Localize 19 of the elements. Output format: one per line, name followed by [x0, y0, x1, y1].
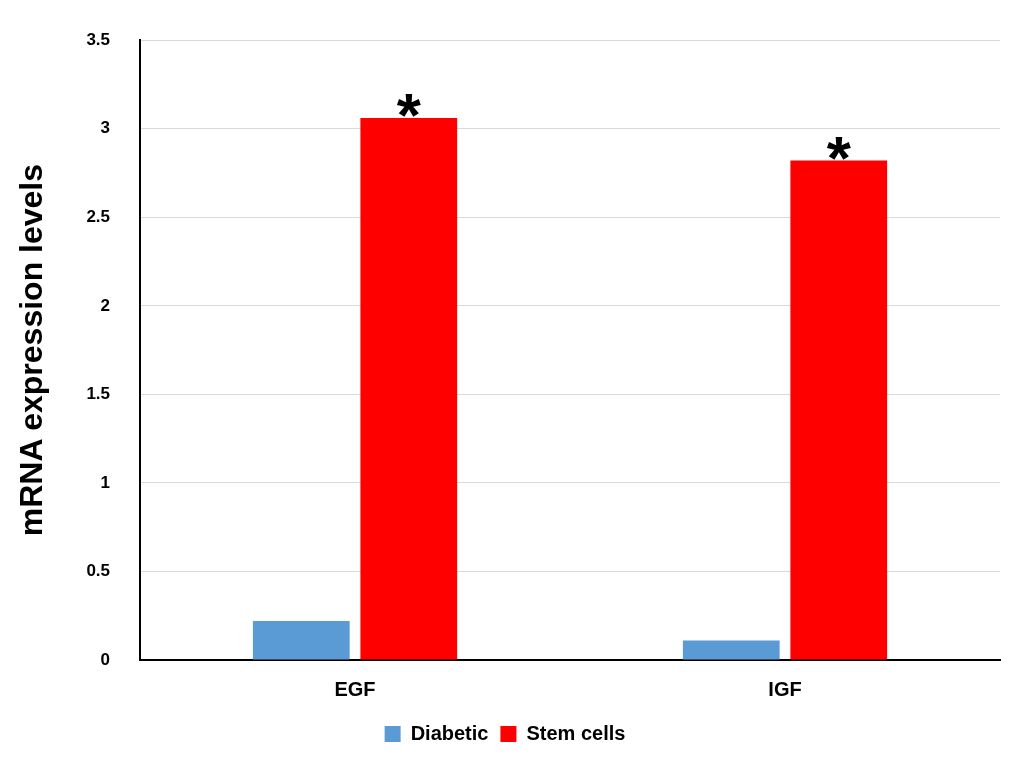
annotation: * [826, 122, 852, 192]
legend-label: Stem cells [526, 721, 626, 744]
y-tick-label: 0 [100, 649, 111, 669]
annotation: * [396, 80, 422, 150]
bar [790, 160, 888, 660]
bar [682, 640, 780, 660]
y-tick-label: 3.5 [86, 29, 111, 49]
y-tick-label: 1.5 [86, 384, 111, 404]
y-tick-label: 3 [100, 118, 111, 138]
bar [360, 118, 458, 660]
y-tick-label: 1 [100, 472, 111, 492]
bar [252, 621, 350, 660]
x-tick-label: IGF [768, 677, 802, 700]
x-tick-label: EGF [334, 677, 376, 700]
legend-label: Diabetic [410, 721, 489, 744]
y-axis-title: mRNA expression levels [13, 163, 50, 537]
y-tick-label: 2 [100, 295, 111, 315]
y-tick-label: 0.5 [86, 561, 111, 581]
y-tick-label: 2.5 [86, 206, 111, 226]
